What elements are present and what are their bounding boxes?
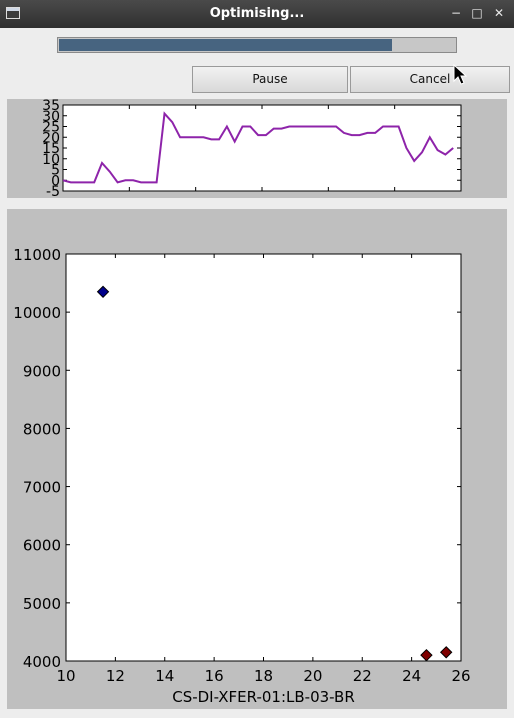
cancel-button[interactable]: Cancel [350,66,510,93]
scatter-x-tick-label: 20 [303,667,322,685]
history-y-tick-label: 25 [42,120,60,136]
history-y-tick-label: 30 [42,109,60,125]
scatter-point [439,646,453,659]
history-y-tick-label: 20 [42,130,60,146]
scatter-point [420,648,433,662]
history-y-tick-label: 35 [42,99,60,114]
history-plot-area [62,104,462,192]
window-icon [6,7,20,19]
scatter-x-axis-label: CS-DI-XFER-01:LB-03-BR [172,688,355,706]
scatter-x-tick-label: 10 [56,667,75,685]
scatter-y-tick-label: 5000 [23,595,61,613]
scatter-point [96,285,110,298]
scatter-plot-area [65,253,462,662]
scatter-x-tick-label: 12 [106,667,125,685]
minimize-icon[interactable]: − [450,6,462,20]
scatter-y-tick-label: 11000 [13,246,61,264]
scatter-x-tick-label: 26 [451,667,470,685]
scatter-y-tick-label: 9000 [23,362,61,380]
scatter-y-tick-label: 7000 [23,479,61,497]
pause-button[interactable]: Pause [192,66,348,93]
progress-bar [57,37,457,53]
history-y-tick-label: 5 [51,163,60,179]
mouse-cursor-icon [453,64,467,85]
window-title: Optimising... [209,6,305,21]
scatter-chart: 4000 5000 6000 7000 8000 9000 10000 11000 10 12 14… [13,246,470,706]
title-bar[interactable]: Optimising... − □ ✕ [0,0,514,28]
scatter-x-tick-label: 16 [205,667,224,685]
scatter-y-tick-label: 6000 [23,537,61,555]
maximize-icon[interactable]: □ [471,6,483,20]
scatter-y-tick-label: 4000 [23,653,61,671]
close-icon[interactable]: ✕ [493,6,505,20]
progress-fill [59,39,392,51]
history-y-tick-label: 15 [42,141,60,157]
history-y-tick-label: -5 [46,184,60,198]
scatter-y-tick-label: 10000 [13,304,61,322]
history-y-tick-label: 10 [42,152,60,168]
history-y-tick-label: 0 [51,173,60,189]
scatter-x-tick-label: 24 [402,667,421,685]
history-series-line [62,111,454,184]
scatter-x-tick-label: 18 [254,667,273,685]
scatter-x-tick-label: 14 [155,667,174,685]
scatter-x-tick-label: 22 [353,667,372,685]
scatter-y-tick-label: 8000 [23,420,61,438]
